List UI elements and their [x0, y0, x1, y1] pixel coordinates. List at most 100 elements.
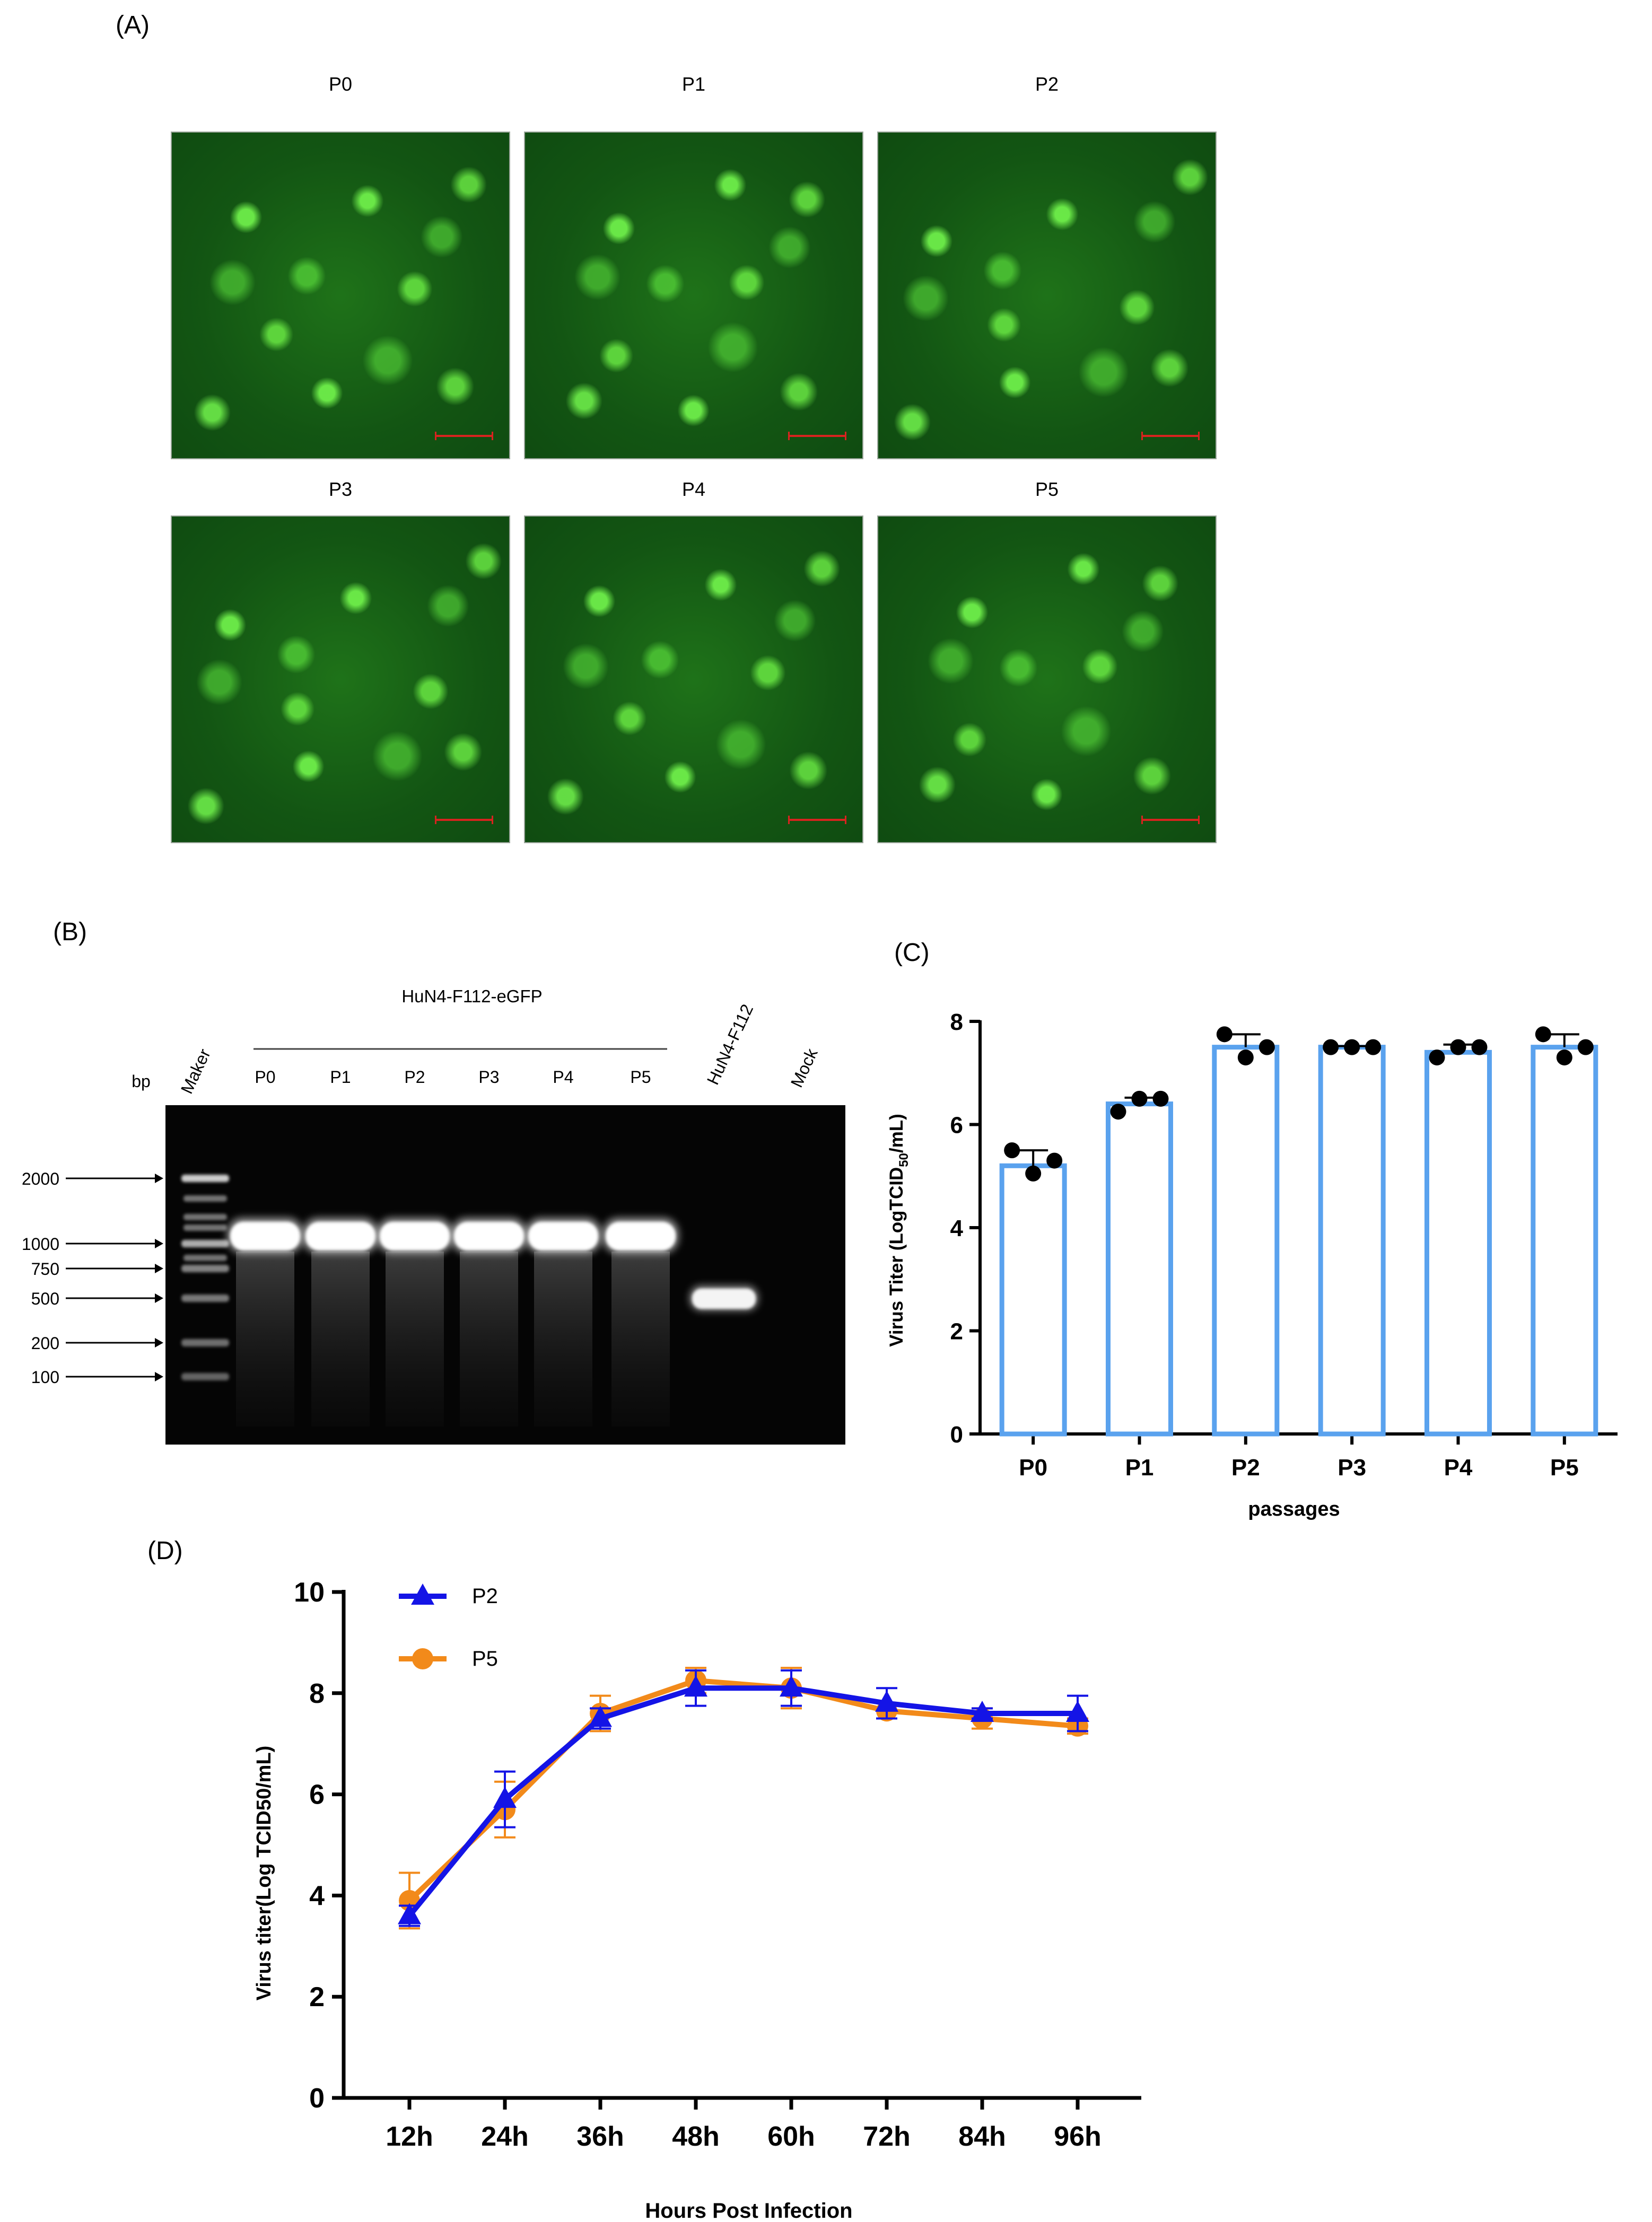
gel-smear-p1 — [311, 1252, 370, 1427]
data-point-p3 — [1323, 1039, 1339, 1055]
panel-d-plot-area: 0 2 4 6 8 10 12h 24h 36h 48h 60h 72h 84h 96h P2 P5 — [294, 1577, 1141, 2152]
legend-label-p2: P2 — [472, 1585, 498, 1608]
data-point-p2 — [1066, 1700, 1089, 1722]
data-point-p2 — [589, 1705, 612, 1727]
panel-c-y-tick-label: 4 — [950, 1215, 964, 1241]
ladder-arrowhead — [155, 1338, 163, 1348]
panel-d-x-tick-label-48h: 48h — [672, 2121, 720, 2152]
panel-c-y-tick-label: 6 — [950, 1113, 963, 1139]
tile-label-p4: P4 — [681, 478, 706, 500]
data-point-p2 — [684, 1675, 707, 1697]
legend-marker-p5 — [412, 1648, 433, 1669]
panel-c-x-tick-label-p4: P4 — [1444, 1455, 1473, 1481]
gel-band-p2 — [380, 1222, 450, 1250]
gel-lane-labels: P0 P1 P2 P3 P4 P5 — [255, 1068, 651, 1087]
panel-d-y-tick-label: 2 — [309, 1982, 325, 2013]
ylabel-end: /mL) — [886, 1114, 907, 1153]
marker-band-faint — [183, 1255, 227, 1261]
gel-lane-label-p5: P5 — [630, 1068, 651, 1087]
data-point-p4 — [1471, 1039, 1488, 1055]
ladder-label-1000: 1000 — [22, 1235, 59, 1254]
marker-band-faint — [183, 1195, 227, 1202]
data-point-p1 — [1152, 1090, 1169, 1107]
marker-band-faint — [183, 1224, 227, 1231]
marker-band-1000 — [181, 1240, 229, 1247]
panel-c-plot-area: 0 2 4 6 8 P0 P1 P2 P3 P4 P5 — [950, 1009, 1618, 1481]
panel-c-y-tick-label: 8 — [950, 1009, 963, 1035]
panel-c-x-tick-label-p0: P0 — [1019, 1455, 1047, 1481]
data-point-p0 — [1004, 1142, 1020, 1159]
panel-d-x-axis-label: Hours Post Infection — [645, 2199, 852, 2222]
panel-d-x-tick-label-24h: 24h — [481, 2121, 529, 2152]
ladder-arrowhead — [155, 1372, 163, 1381]
panel-d-y-tick-label: 8 — [309, 1678, 325, 1709]
marker-band-100 — [181, 1373, 229, 1380]
panel-c-y-tick-label: 0 — [950, 1422, 963, 1448]
tile-label-p1: P1 — [681, 73, 706, 95]
panel-c-y-axis-label: Virus Titer (LogTCID50/mL) — [886, 1114, 911, 1347]
data-point-p5 — [1535, 1026, 1551, 1043]
ladder-arrowhead — [155, 1174, 163, 1183]
data-point-p2 — [971, 1700, 994, 1722]
gel-smear-p5 — [611, 1252, 670, 1427]
panel-d-x-tick-label-36h: 36h — [576, 2121, 624, 2152]
marker-band-faint — [183, 1214, 227, 1220]
gel-smear-p4 — [534, 1252, 592, 1427]
gel-band-p1 — [305, 1222, 375, 1250]
data-point-p2 — [493, 1787, 517, 1808]
panel-b-gel: HuN4-F112-eGFP bp Maker HuN4-F112 Mock P… — [22, 986, 845, 1445]
marker-lane-label: Maker — [177, 1046, 214, 1097]
gel-lane-label-p0: P0 — [255, 1068, 275, 1087]
tile-label-p5: P5 — [1035, 478, 1059, 500]
gel-smear-p0 — [236, 1252, 294, 1427]
panel-d-y-tick-label: 0 — [309, 2083, 325, 2114]
tile-label-p2: P2 — [1035, 73, 1059, 95]
micrograph-p1 — [524, 132, 863, 459]
marker-band-750 — [181, 1265, 229, 1272]
panel-d-x-tick-label-12h: 12h — [386, 2121, 433, 2152]
data-point-p4 — [1450, 1039, 1466, 1055]
gel-smear-p3 — [460, 1252, 518, 1427]
panel-d-x-tick-label-84h: 84h — [958, 2121, 1006, 2152]
ladder-label-500: 500 — [31, 1289, 59, 1308]
scale-bar — [1141, 432, 1200, 440]
gel-ladder-labels: 2000 1000 750 500 200 100 — [22, 1169, 163, 1387]
micrograph-p2 — [877, 132, 1217, 459]
gel-bands — [181, 1175, 758, 1427]
ladder-arrowhead — [155, 1239, 163, 1248]
panel-c-x-tick-label-p3: P3 — [1338, 1455, 1366, 1481]
bp-label: bp — [132, 1072, 151, 1091]
gel-lane-label-p3: P3 — [478, 1068, 499, 1087]
tile-label-p3: P3 — [328, 478, 353, 500]
panel-d-y-tick-label: 10 — [294, 1577, 325, 1608]
data-point-p2 — [398, 1903, 421, 1924]
bar-p0 — [999, 1163, 1067, 1437]
gel-band-p4 — [528, 1222, 598, 1250]
gel-group-label: HuN4-F112-eGFP — [401, 986, 542, 1006]
panel-c-chart: (C) 0 2 4 6 8 P0 P1 P2 P3 P4 P5 passages Virus Tit… — [886, 939, 1618, 1520]
marker-band-500 — [181, 1294, 229, 1302]
marker-band-200 — [181, 1339, 229, 1346]
gel-band-p3 — [454, 1222, 524, 1250]
panel-d-x-tick-label-96h: 96h — [1054, 2121, 1102, 2152]
gel-lane-label-p2: P2 — [404, 1068, 425, 1087]
tile-label-p0: P0 — [328, 73, 353, 95]
scale-bar — [788, 816, 846, 824]
data-point-p2 — [1237, 1049, 1254, 1066]
series-line-p2 — [407, 1685, 1078, 1918]
scale-bar — [1141, 816, 1200, 824]
ylabel-subscript: 50 — [897, 1153, 911, 1167]
ylabel-main: Virus Titer (LogTCID — [886, 1167, 907, 1347]
ladder-label-750: 750 — [31, 1259, 59, 1279]
gel-band-hun4 — [692, 1289, 756, 1309]
data-point-p5 — [1556, 1049, 1572, 1066]
data-point-p3 — [1365, 1039, 1382, 1055]
gel-lane-label-p4: P4 — [553, 1068, 573, 1087]
bar-p1 — [1106, 1101, 1173, 1437]
data-point-p2 — [1216, 1026, 1233, 1043]
legend-marker-p2 — [411, 1584, 434, 1605]
panel-c-x-axis-label: passages — [1248, 1498, 1340, 1520]
panel-c-x-tick-label-p1: P1 — [1125, 1455, 1154, 1481]
panel-c-x-tick-label-p2: P2 — [1231, 1455, 1260, 1481]
micrograph-p0 — [171, 132, 510, 459]
